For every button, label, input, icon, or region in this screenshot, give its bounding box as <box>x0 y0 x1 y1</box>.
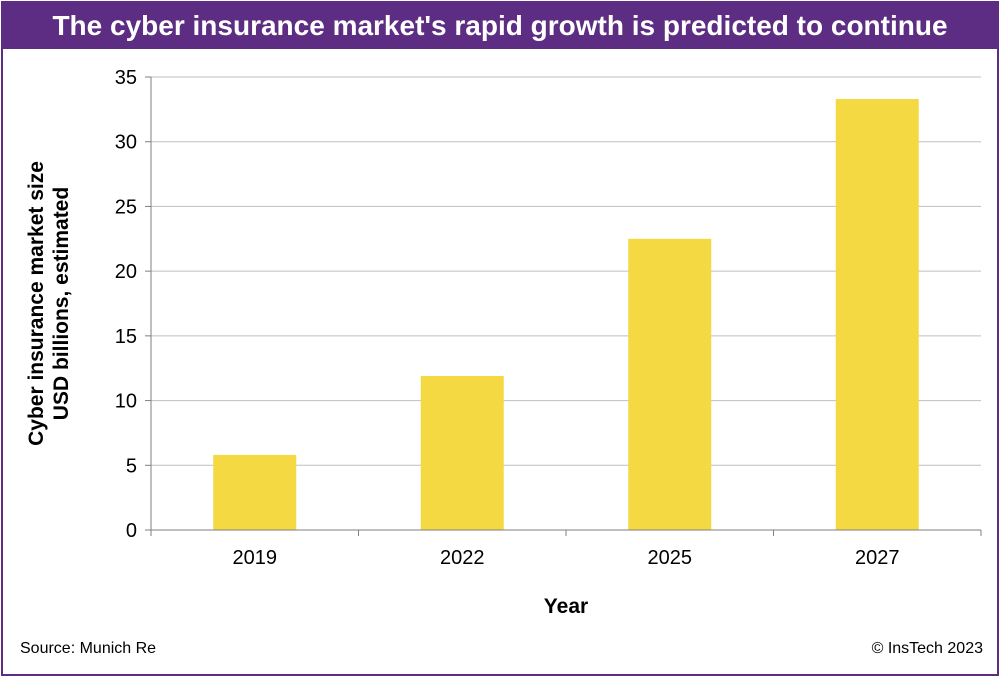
y-tick-label: 15 <box>115 326 137 348</box>
bars <box>213 99 919 531</box>
y-tick-label: 35 <box>115 67 137 89</box>
x-axis-title: Year <box>544 595 588 618</box>
x-tick-label: 2022 <box>440 547 485 569</box>
copyright-note: © InsTech 2023 <box>871 640 983 657</box>
bar-2027 <box>835 99 919 530</box>
x-tick-label: 2027 <box>855 547 900 569</box>
y-tick-label: 10 <box>115 391 137 413</box>
y-axis-title: Cyber insurance market sizeUSD billions,… <box>25 161 73 446</box>
y-tick-label: 0 <box>126 520 137 542</box>
axis-titles: Year Cyber insurance market sizeUSD billi… <box>25 161 588 618</box>
y-tick-label: 25 <box>115 196 137 218</box>
x-tick-label: 2019 <box>233 547 278 569</box>
y-tick-label: 5 <box>126 455 137 477</box>
axes <box>145 76 982 536</box>
bar-2019 <box>213 454 297 530</box>
y-axis-title-line: Cyber insurance market size <box>25 161 48 446</box>
bar-2022 <box>420 375 504 530</box>
y-axis-title-line: USD billions, estimated <box>50 187 73 420</box>
chart-title: The cyber insurance market's rapid growt… <box>3 3 997 49</box>
y-tick-label: 20 <box>115 261 137 283</box>
bar-2025 <box>628 238 712 531</box>
y-tick-label: 30 <box>115 132 137 154</box>
x-tick-label: 2025 <box>648 547 693 569</box>
source-note: Source: Munich Re <box>20 640 157 657</box>
